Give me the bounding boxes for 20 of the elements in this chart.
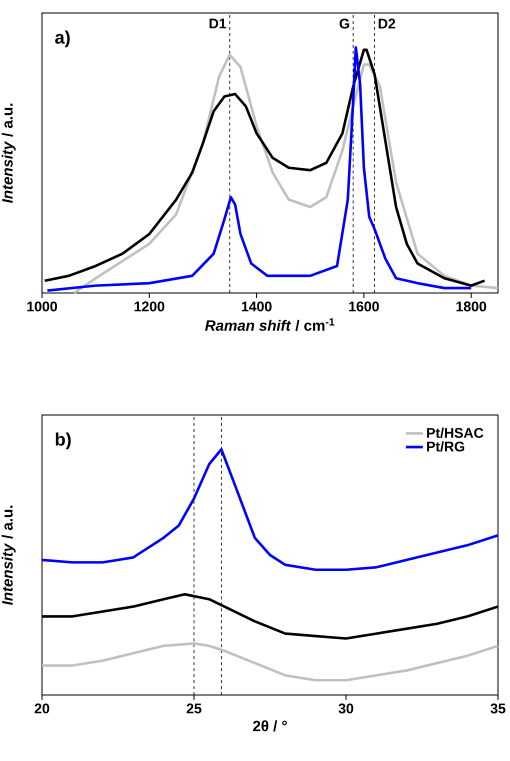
legend-label: Pt/HSAC [427,428,484,438]
x-tick-label: 1200 [134,302,164,312]
x-tick-label: 1400 [242,302,272,312]
x-axis-title: 2θ / ° [253,720,287,732]
x-tick-label: 1000 [27,302,57,312]
y-axis-title: Intensity / a.u. [2,104,16,204]
x-tick-label: 1600 [349,302,379,312]
x-tick-label: 30 [338,704,354,714]
x-tick-label: 25 [186,704,202,714]
text: a) [55,30,70,48]
x-tick-label: 35 [490,704,506,714]
y-axis-title: Intensity / a.u. [2,506,16,606]
ref-line-label: D2 [378,18,396,28]
text: b) [56,432,71,450]
x-tick-label: 20 [34,704,50,714]
ref-line-label: G [340,18,350,29]
ref-line-label: D1 [210,18,226,28]
x-axis-title: Raman shift / cm$^{-1}$ [205,318,334,331]
x-tick-label: 1800 [456,302,486,312]
legend-label: Pt/RG [427,441,464,452]
